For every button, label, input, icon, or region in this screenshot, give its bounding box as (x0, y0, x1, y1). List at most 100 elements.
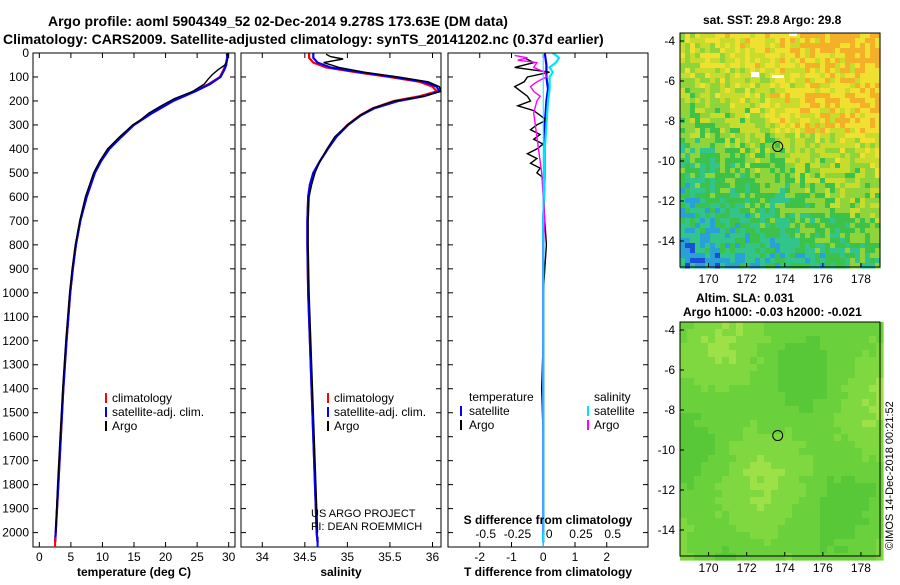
map-cell (785, 413, 793, 421)
map-cell (722, 504, 730, 512)
map-cell (705, 198, 711, 204)
map-cell (680, 188, 686, 194)
map-cell (770, 258, 776, 264)
map-cell (764, 399, 772, 407)
map-cell (715, 98, 721, 104)
map-cell (830, 168, 836, 174)
map-cell (820, 48, 826, 54)
map-cell (735, 83, 741, 89)
map-cell (705, 113, 711, 119)
map-cell (834, 329, 842, 337)
map-cell (865, 63, 871, 69)
map-cell (705, 53, 711, 59)
map-cell (720, 58, 726, 64)
y-tick-label: 800 (9, 238, 29, 252)
map-frame (679, 32, 881, 268)
map-cell (875, 73, 881, 79)
map-cell (845, 43, 851, 49)
map-cell (695, 83, 701, 89)
map-cell (765, 143, 771, 149)
map-cell (875, 168, 881, 174)
map-cell (862, 427, 870, 435)
map-cell (815, 58, 821, 64)
map-cell (755, 138, 761, 144)
map-cell (778, 441, 786, 449)
map-cell (729, 434, 737, 442)
map-cell (870, 153, 876, 159)
map-cell (729, 504, 737, 512)
map-cell (685, 73, 691, 79)
map-cell (729, 469, 737, 477)
map-cell (735, 228, 741, 234)
map-cell (862, 462, 870, 470)
map-cell (680, 539, 688, 547)
map-cell (720, 163, 726, 169)
map-cell (755, 203, 761, 209)
map-cell (757, 441, 765, 449)
map-cell (870, 218, 876, 224)
map-cell (835, 143, 841, 149)
map-cell (795, 118, 801, 124)
map-cell (730, 78, 736, 84)
map-cell (710, 183, 716, 189)
map-cell (720, 173, 726, 179)
map-cell (720, 63, 726, 69)
map-cell (715, 208, 721, 214)
map-cell (690, 193, 696, 199)
map-cell (680, 218, 686, 224)
map-cell (729, 385, 737, 393)
s-tick-label: 0.25 (569, 527, 593, 541)
map-cell (740, 243, 746, 249)
map-cell (799, 385, 807, 393)
map-cell (785, 238, 791, 244)
map-cell (715, 462, 723, 470)
map-cell (785, 329, 793, 337)
map-cell (770, 198, 776, 204)
map-cell (820, 357, 828, 365)
map-cell (855, 518, 863, 526)
map-cell (730, 143, 736, 149)
map-cell (840, 93, 846, 99)
map-cell (792, 371, 800, 379)
map-cell (715, 223, 721, 229)
map-cell (805, 103, 811, 109)
map-cell (729, 427, 737, 435)
map-cell (778, 392, 786, 400)
map-cell (795, 153, 801, 159)
series-line-argo (307, 53, 441, 533)
map-cell (720, 148, 726, 154)
map-cell (722, 357, 730, 365)
map-cell (805, 33, 811, 39)
map-cell (813, 434, 821, 442)
map-cell (771, 511, 779, 519)
map-cell (760, 133, 766, 139)
map-cell (757, 504, 765, 512)
map-cell (792, 511, 800, 519)
map-cell (850, 83, 856, 89)
map-cell (870, 38, 876, 44)
map-cell (850, 203, 856, 209)
map-cell (765, 133, 771, 139)
map-cell (708, 553, 716, 561)
map-cell (855, 148, 861, 154)
map-cell (855, 93, 861, 99)
map-cell (827, 329, 835, 337)
map-cell (750, 53, 756, 59)
map-cell (708, 364, 716, 372)
map-cell (870, 158, 876, 164)
map-cell (848, 378, 856, 386)
map-cell (700, 93, 706, 99)
map-cell (771, 455, 779, 463)
map-cell (690, 178, 696, 184)
map-cell (835, 183, 841, 189)
map-cell (875, 143, 881, 149)
map-cell (694, 364, 702, 372)
map-cell (815, 213, 821, 219)
map-cell (735, 133, 741, 139)
map-cell (745, 133, 751, 139)
map-cell (805, 183, 811, 189)
map-cell (875, 93, 881, 99)
map-cell (785, 128, 791, 134)
map-cell (755, 228, 761, 234)
